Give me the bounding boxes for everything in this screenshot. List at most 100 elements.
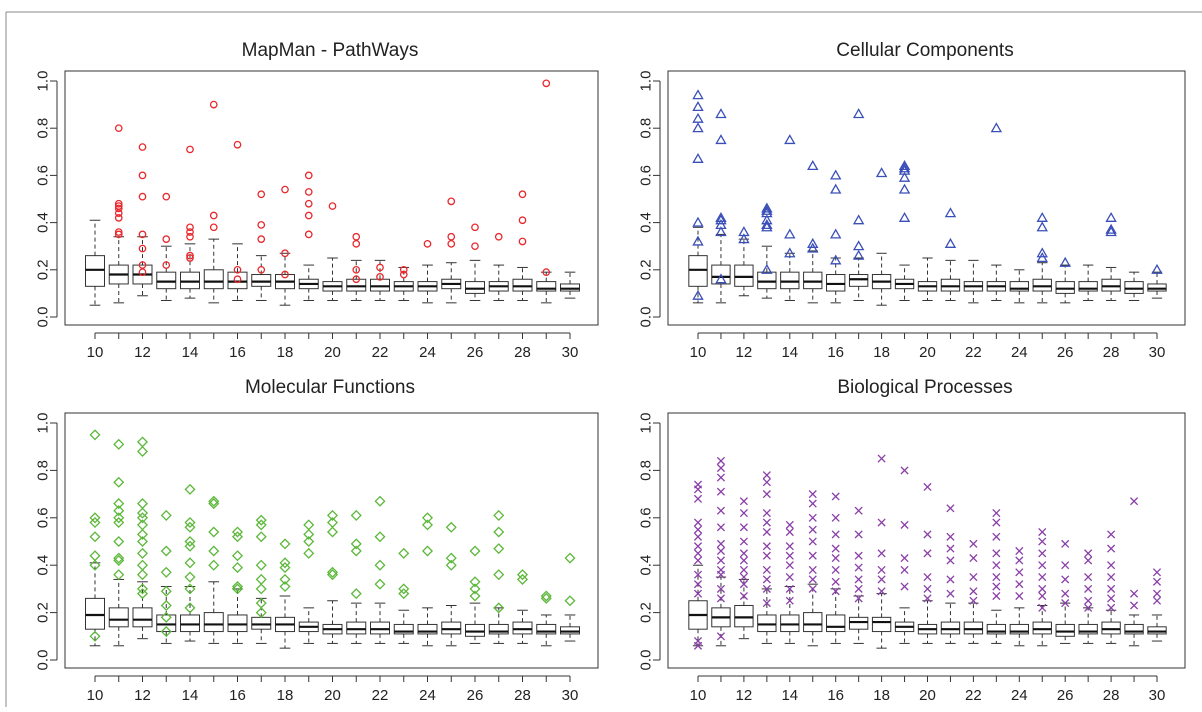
outlier-point	[854, 506, 863, 515]
box-30	[1147, 614, 1167, 642]
y-tick-label: 0.0	[638, 307, 655, 328]
outlier-point	[1129, 589, 1139, 598]
box-14	[180, 243, 200, 299]
x-tick-label: 10	[87, 687, 104, 704]
outlier-stroke	[1152, 568, 1162, 577]
outlier-stroke	[808, 575, 817, 584]
outlier-point	[493, 569, 505, 581]
outlier-point	[445, 521, 457, 533]
outlier-point	[693, 532, 703, 541]
outlier-point	[716, 539, 726, 548]
outlier-stroke	[831, 577, 840, 586]
outlier-point	[761, 204, 773, 215]
outlier-point	[762, 478, 771, 487]
outlier-stroke	[946, 504, 955, 513]
outlier-stroke	[716, 463, 726, 473]
box-iqr	[1055, 281, 1075, 294]
box-iqr	[156, 271, 177, 290]
plot-area	[667, 70, 1186, 326]
outlier-point	[303, 535, 315, 548]
outlier-stroke	[1107, 561, 1116, 570]
outlier-point	[898, 162, 911, 173]
outlier-point	[326, 509, 339, 521]
x-tick-label: 22	[372, 344, 389, 361]
outlier-point	[923, 594, 932, 603]
outlier-point	[716, 570, 726, 579]
outlier-point	[923, 549, 932, 558]
outlier-point	[1084, 596, 1093, 605]
outlier-point	[1084, 603, 1093, 612]
outlier-point	[1015, 580, 1024, 589]
outlier-point	[900, 520, 909, 529]
outlier-point	[113, 517, 125, 529]
outlier-point	[784, 228, 796, 239]
outlier-point	[281, 270, 289, 279]
outlier-stroke	[923, 572, 932, 582]
outlier-stroke	[923, 584, 932, 593]
outlier-point	[739, 509, 748, 518]
outlier-stroke	[762, 551, 771, 560]
x-tick-label: 10	[690, 344, 707, 361]
x-tick-label: 24	[1011, 687, 1028, 704]
box-iqr	[1078, 281, 1098, 292]
y-tick-label: 0.2	[638, 602, 655, 623]
outlier-point	[136, 445, 149, 457]
outlier-point	[231, 581, 244, 593]
outlier-point	[739, 565, 748, 574]
x-tick-label: 28	[514, 687, 531, 704]
outlier-point	[564, 552, 576, 564]
outlier-point	[716, 506, 726, 515]
outlier-stroke	[877, 565, 886, 574]
plot-area	[667, 412, 1186, 669]
outlier-stroke	[946, 589, 955, 598]
outlier-point	[186, 223, 194, 232]
outlier-point	[854, 594, 863, 603]
outlier-point	[900, 582, 909, 591]
outlier-point	[969, 596, 978, 605]
box-30	[560, 271, 580, 299]
outlier-point	[257, 265, 266, 274]
outlier-point	[898, 211, 911, 222]
y-tick-label: 0.4	[35, 555, 52, 576]
outlier-point	[1038, 584, 1047, 593]
outlier-point	[138, 261, 147, 269]
outlier-point	[89, 517, 101, 529]
outlier-point	[923, 572, 932, 582]
box-iqr	[227, 614, 248, 633]
outlier-point	[447, 197, 456, 206]
outlier-point	[113, 554, 125, 566]
outlier-stroke	[1061, 589, 1070, 598]
outlier-point	[854, 551, 863, 560]
box-iqr	[780, 271, 800, 290]
box-iqr	[108, 607, 129, 628]
outlier-stroke	[716, 456, 726, 465]
outlier-stroke	[693, 589, 703, 598]
outlier-point	[1151, 263, 1163, 274]
outlier-point	[762, 527, 771, 537]
outlier-point	[969, 539, 978, 548]
box-15	[203, 581, 224, 644]
outlier-stroke	[992, 549, 1001, 558]
outlier-point	[255, 559, 267, 571]
x-tick-label: 12	[134, 687, 151, 704]
outlier-point	[854, 530, 863, 539]
box-17	[848, 595, 869, 644]
outlier-point	[493, 543, 505, 555]
outlier-stroke	[716, 594, 726, 603]
x-tick-label: 26	[467, 687, 484, 704]
box-iqr	[132, 607, 153, 628]
outlier-point	[184, 583, 196, 595]
outlier-stroke	[854, 506, 863, 515]
box-iqr	[560, 626, 580, 635]
box-iqr	[1078, 623, 1098, 635]
outlier-stroke	[1015, 568, 1024, 577]
box-13	[757, 588, 777, 644]
box-22	[963, 602, 984, 644]
outlier-point	[1107, 594, 1116, 603]
outlier-point	[374, 531, 386, 543]
outlier-point	[831, 544, 840, 553]
outlier-point	[136, 588, 149, 600]
box-14	[180, 586, 200, 642]
outlier-stroke	[946, 575, 955, 584]
outlier-point	[875, 167, 888, 178]
